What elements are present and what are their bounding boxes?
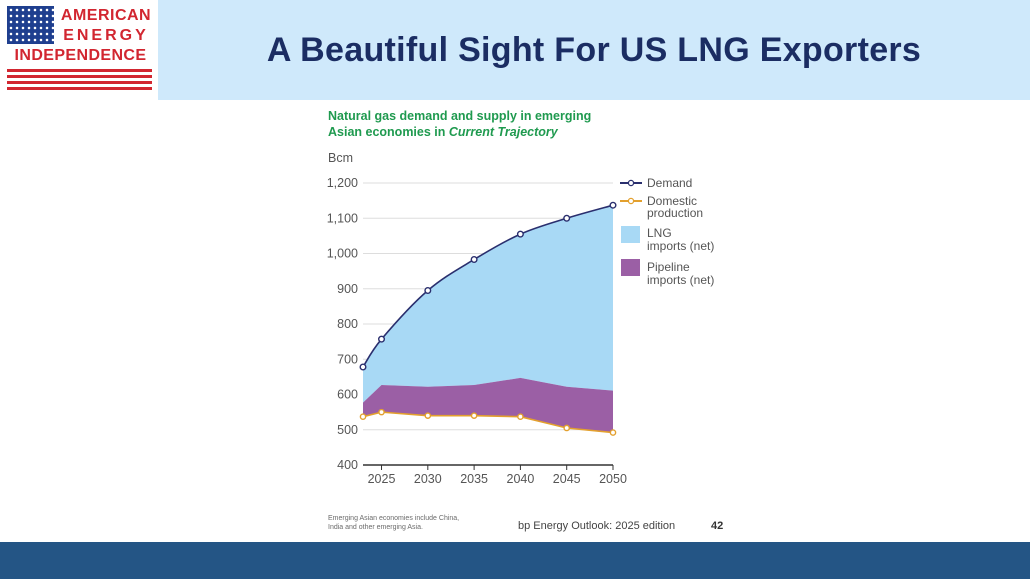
x-tick-label: 2030 (414, 472, 442, 486)
y-tick-label: 700 (337, 352, 358, 366)
legend-lng-label-2: imports (net) (647, 239, 714, 253)
domestic-point (378, 408, 385, 416)
legend-demand-marker (627, 179, 635, 187)
x-tick-label: 2025 (368, 472, 396, 486)
y-tick-label: 1,000 (327, 247, 358, 261)
footnote: Emerging Asian economies include China, … (328, 514, 488, 532)
demand-point (563, 214, 571, 222)
y-tick-label: 400 (337, 458, 358, 472)
source-label: bp Energy Outlook: 2025 edition (518, 520, 676, 532)
domestic-point (359, 413, 367, 421)
legend-pipeline-swatch (621, 259, 640, 276)
page-title: A Beautiful Sight For US LNG Exporters (266, 31, 922, 69)
y-tick-label: 900 (337, 282, 358, 296)
legend-lng-swatch (621, 226, 640, 243)
logo-line-1: AMERICAN (60, 7, 152, 24)
legend-lng-label-1: LNG (647, 226, 672, 240)
domestic-point (517, 413, 524, 421)
legend: Demand Domestic production LNG imports (… (620, 176, 714, 287)
x-tick-label: 2045 (553, 472, 581, 486)
demand-point (424, 287, 432, 295)
legend-domestic-label-2: production (647, 206, 703, 220)
domestic-point (424, 412, 432, 419)
domestic-point (563, 424, 571, 432)
demand-point (516, 230, 524, 238)
page-number: 42 (711, 520, 724, 532)
logo-line-2: ENERGY (63, 27, 149, 44)
demand-point (470, 255, 478, 263)
x-tick-label: 2050 (599, 472, 627, 486)
chart-title-line-1: Natural gas demand and supply in emergin… (328, 109, 592, 123)
flag-icon (7, 6, 54, 44)
data-points (359, 201, 617, 436)
y-tick-label: 1,100 (327, 211, 358, 225)
chart-title-line-2: Asian economies in Current Trajectory (328, 124, 591, 140)
x-tick-label: 2040 (507, 472, 535, 486)
demand-point (609, 201, 617, 209)
flag-stripes-icon (7, 69, 152, 93)
chart-canvas: Bcm 1,200 1,100 1,000 900 800 700 600 500 400 20… (327, 151, 715, 486)
bottom-band (0, 542, 1030, 579)
legend-pipeline-label-1: Pipeline (647, 260, 690, 274)
y-tick-label: 1,200 (327, 176, 358, 190)
footnote-line-2: India and other emerging Asia. (328, 524, 423, 531)
title-band: A Beautiful Sight For US LNG Exporters (158, 0, 1030, 100)
lng-imports-area (363, 205, 613, 403)
x-ticks: 2025 2030 2035 2040 2045 2050 (368, 465, 627, 486)
pipeline-imports-area (363, 377, 613, 433)
legend-domestic-marker (627, 197, 635, 205)
y-tick-label: 500 (337, 423, 358, 437)
demand-point (359, 363, 367, 371)
chart-title: Natural gas demand and supply in emergin… (328, 108, 591, 140)
legend-pipeline-label-2: imports (net) (647, 273, 714, 287)
x-tick-label: 2035 (460, 472, 488, 486)
footnote-line-1: Emerging Asian economies include China, (328, 515, 460, 522)
legend-demand-label: Demand (647, 176, 692, 190)
brand-logo: AMERICAN ENERGY INDEPENDENCE (0, 0, 158, 100)
domestic-point (470, 412, 478, 419)
y-ticks: 1,200 1,100 1,000 900 800 700 600 500 400 (327, 176, 358, 472)
y-tick-label: 600 (337, 388, 358, 402)
demand-point (378, 335, 386, 343)
chart-title-italic: Current Trajectory (448, 125, 558, 139)
y-axis-label: Bcm (328, 151, 353, 165)
y-tick-label: 800 (337, 317, 358, 331)
domestic-point (609, 429, 617, 436)
legend-domestic-label-1: Domestic (647, 194, 697, 208)
chart-title-prefix: Asian economies in (328, 125, 449, 139)
logo-line-3: INDEPENDENCE (14, 47, 147, 64)
